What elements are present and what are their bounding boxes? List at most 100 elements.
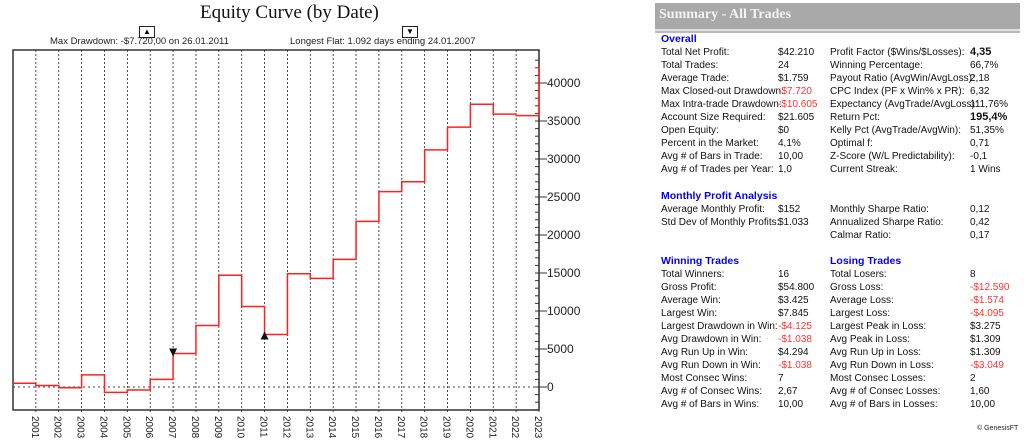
- stat-label: Std Dev of Monthly Profits:: [661, 217, 780, 228]
- stat-label: Max Closed-out Drawdown:: [661, 86, 784, 97]
- longest-flat-marker: [169, 348, 178, 357]
- stat-value: $152: [778, 204, 801, 215]
- stat-value: 16: [778, 269, 790, 280]
- x-tick-label: 2010: [235, 416, 246, 439]
- stat-value: $0: [778, 125, 790, 136]
- stat-label: Avg # of Bars in Trade:: [661, 151, 763, 162]
- x-tick-label: 2023: [532, 416, 543, 439]
- x-tick-label: 2016: [372, 416, 383, 439]
- max-drawdown-marker-button[interactable]: ▲: [139, 26, 155, 38]
- max-drawdown-note: Max Drawdown: -$7.720,00 on 26.01.2011: [50, 36, 229, 47]
- stat-label: Open Equity:: [661, 125, 719, 136]
- summary-title: Summary - All Trades: [655, 3, 1020, 31]
- stat-value: 2,18: [970, 73, 990, 84]
- stat-value: 1,0: [778, 164, 792, 175]
- stat-label: Average Trade:: [661, 73, 730, 84]
- y-tick-label: 30000: [547, 152, 581, 166]
- stat-label: Percent in the Market:: [661, 138, 759, 149]
- stat-label: Avg Drawdown in Win:: [661, 334, 762, 345]
- stat-value: -$7.720: [778, 86, 812, 97]
- stat-value: 0,12: [970, 204, 990, 215]
- x-tick-label: 2011: [258, 416, 269, 438]
- x-tick-label: 2007: [166, 416, 177, 439]
- x-tick-label: 2012: [280, 416, 291, 439]
- stat-label: Avg Run Up in Loss:: [830, 347, 921, 358]
- stat-value: $1.759: [778, 73, 809, 84]
- summary-panel: Summary - All Trades: [655, 3, 1020, 31]
- x-tick-label: 2022: [509, 416, 520, 439]
- stat-label: Current Streak:: [830, 164, 898, 175]
- section-heading: Monthly Profit Analysis: [661, 190, 778, 202]
- stat-value: $7.845: [778, 308, 809, 319]
- stat-value: 2,67: [778, 386, 798, 397]
- y-tick-label: 25000: [547, 190, 581, 204]
- x-tick-label: 2002: [52, 416, 63, 439]
- stat-label: Gross Loss:: [830, 282, 884, 293]
- stat-value: -$10.605: [778, 99, 818, 110]
- stat-value: 10,00: [778, 399, 804, 410]
- section-heading: Winning Trades: [661, 255, 740, 267]
- stat-value: $42.210: [778, 47, 815, 58]
- y-tick-label: 40000: [547, 76, 581, 90]
- stat-label: Largest Loss:: [830, 308, 891, 319]
- x-tick-label: 2003: [75, 416, 86, 439]
- stat-label: Total Winners:: [661, 269, 725, 280]
- chart-title: Equity Curve (by Date): [200, 2, 379, 23]
- stat-label: Average Win:: [661, 295, 721, 306]
- stat-value: $1.309: [970, 334, 1001, 345]
- section-heading: Overall: [661, 33, 697, 45]
- stat-label: Gross Profit:: [661, 282, 717, 293]
- stat-label: Average Loss:: [830, 295, 894, 306]
- stat-label: Profit Factor ($Wins/$Losses):: [830, 47, 965, 58]
- stat-value: $54.800: [778, 282, 815, 293]
- stat-label: Optimal f:: [830, 138, 873, 149]
- stat-label: Average Monthly Profit:: [661, 204, 765, 215]
- y-tick-label: 0: [547, 380, 554, 394]
- stat-value: 8: [970, 269, 976, 280]
- stat-value: -$3.049: [970, 360, 1004, 371]
- stat-label: Expectancy (AvgTrade/AvgLoss):: [830, 99, 978, 110]
- stat-value: $1.309: [970, 347, 1001, 358]
- stat-value: 24: [778, 60, 790, 71]
- stat-label: Avg Run Down in Loss:: [830, 360, 934, 371]
- max-drawdown-marker: [260, 331, 269, 340]
- equity-chart: 2001 2002 2003 2004 2005 2006 2007 2008 2009 2010…: [12, 49, 581, 439]
- stat-value: $1.033: [778, 217, 809, 228]
- stat-label: Total Trades:: [661, 60, 719, 71]
- stat-value: 66,7%: [970, 60, 999, 71]
- stat-value: 51,35%: [970, 125, 1004, 136]
- x-tick-label: 2015: [349, 416, 360, 439]
- stat-label: CPC Index (PF x Win% x PR):: [830, 86, 965, 97]
- x-tick-label: 2018: [418, 416, 429, 439]
- x-tick-label: 2014: [326, 416, 337, 439]
- x-tick-label: 2009: [212, 416, 223, 439]
- section-heading: Losing Trades: [830, 255, 902, 267]
- equity-line: [13, 66, 540, 394]
- stat-value: 195,4%: [970, 111, 1008, 123]
- stat-value: $21.605: [778, 112, 815, 123]
- stat-label: Account Size Required:: [661, 112, 766, 123]
- stat-label: Avg # of Bars in Wins:: [661, 399, 760, 410]
- stat-label: Avg # of Consec Losses:: [830, 386, 941, 397]
- stat-label: Avg Peak in Loss:: [830, 334, 910, 345]
- stat-label: Calmar Ratio:: [830, 230, 892, 241]
- stat-label: Largest Peak in Loss:: [830, 321, 927, 332]
- x-tick-label: 2008: [189, 416, 200, 439]
- stat-value: -$1.574: [970, 295, 1004, 306]
- stat-label: Total Net Profit:: [661, 47, 730, 58]
- stat-label: Return Pct:: [830, 112, 881, 123]
- stat-value: -$1.038: [778, 334, 812, 345]
- stat-value: -$4.095: [970, 308, 1004, 319]
- stat-value: $3.275: [970, 321, 1001, 332]
- stat-label: Avg # of Bars in Losses:: [830, 399, 938, 410]
- copyright: © GenesisFT: [977, 425, 1019, 432]
- stat-value: 10,00: [970, 399, 996, 410]
- stat-value: 0,17: [970, 230, 990, 241]
- stat-label: Avg # of Consec Wins:: [661, 386, 762, 397]
- stat-value: 2: [970, 373, 976, 384]
- stat-value: 111,76%: [970, 99, 1008, 110]
- longest-flat-marker-button[interactable]: ▼: [402, 26, 418, 38]
- y-tick-label: 5000: [547, 342, 574, 356]
- stat-value: 10,00: [778, 151, 804, 162]
- stat-value: $3.425: [778, 295, 809, 306]
